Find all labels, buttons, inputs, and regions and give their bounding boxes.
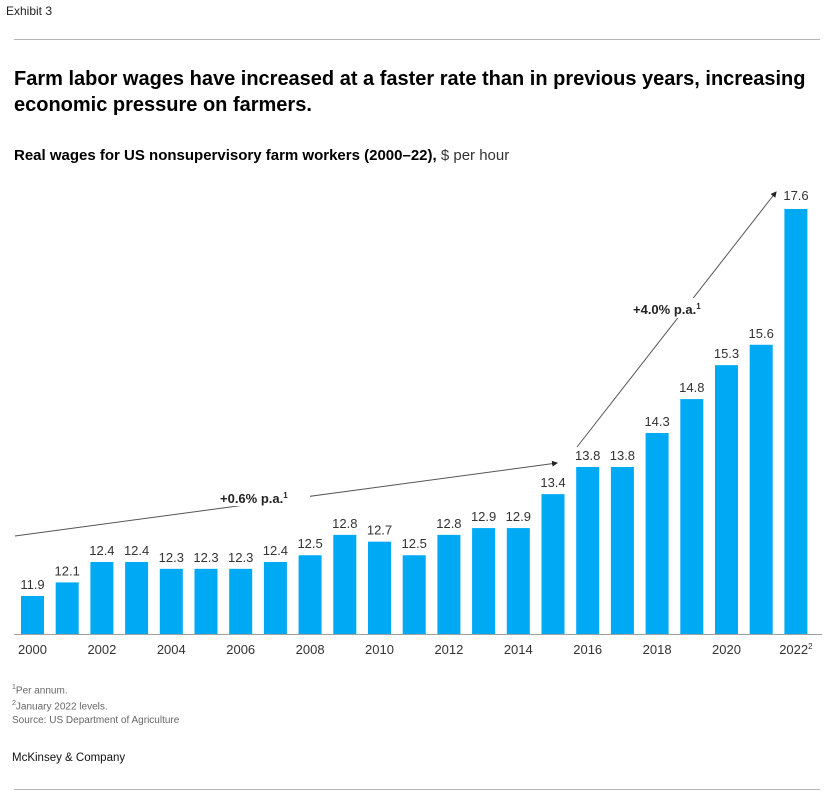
trend-arrow-2016-2022 xyxy=(576,191,777,448)
bar-2022 xyxy=(784,209,808,634)
x-tick-2014: 2014 xyxy=(504,642,533,657)
bar-2004 xyxy=(159,568,183,634)
value-label-2018: 14.3 xyxy=(644,414,669,429)
footnote-1: 1Per annum. xyxy=(12,684,68,697)
value-label-2005: 12.3 xyxy=(193,550,218,565)
value-label-2002: 12.4 xyxy=(89,543,114,558)
bar-2005 xyxy=(194,568,218,634)
value-label-2004: 12.3 xyxy=(159,550,184,565)
trend-label-bg-2 xyxy=(628,298,716,318)
brand-logo-text: McKinsey & Company xyxy=(12,752,126,764)
bar-2000 xyxy=(21,595,44,634)
value-label-2017: 13.8 xyxy=(610,448,635,463)
x-tick-2020: 2020 xyxy=(712,642,741,657)
headline: Farm labor wages have increased at a fas… xyxy=(14,68,806,116)
bar-2008 xyxy=(298,555,322,634)
chart-subtitle: Real wages for US nonsupervisory farm wo… xyxy=(14,147,509,164)
value-label-2016: 13.8 xyxy=(575,448,600,463)
value-label-2011: 12.5 xyxy=(402,536,427,551)
x-tick-2004: 2004 xyxy=(157,642,186,657)
bar-2012 xyxy=(437,534,461,634)
value-label-2019: 14.8 xyxy=(679,380,704,395)
bar-chart: 11.9 12.1 12.4 12.4 12.3 12.3 12.3 12.4 12.5 12.8… xyxy=(14,188,822,657)
value-label-2014: 12.9 xyxy=(506,509,531,524)
x-tick-2016: 2016 xyxy=(573,642,602,657)
bar-2007 xyxy=(263,562,287,634)
bars-layer xyxy=(21,209,808,634)
bar-2002 xyxy=(90,562,114,634)
x-tick-2022: 20222 xyxy=(779,642,813,657)
bar-2021 xyxy=(749,344,773,634)
bar-2001 xyxy=(55,582,79,634)
x-tick-labels-layer: 2000 2002 2004 2006 2008 2010 2012 2014 2016 2018… xyxy=(18,642,813,657)
annotations-layer: +0.6% p.a.1 +4.0% p.a.1 xyxy=(14,191,777,537)
bar-2013 xyxy=(472,528,496,634)
bar-2006 xyxy=(229,568,253,634)
value-label-2008: 12.5 xyxy=(297,536,322,551)
x-tick-2000: 2000 xyxy=(18,642,47,657)
bar-2010 xyxy=(368,541,391,634)
value-label-2003: 12.4 xyxy=(124,543,149,558)
subtitle-main: Real wages for US nonsupervisory farm wo… xyxy=(14,147,437,164)
trend-label-1: +0.6% p.a.1 xyxy=(220,491,288,506)
value-label-2012: 12.8 xyxy=(436,516,461,531)
x-tick-2002: 2002 xyxy=(87,642,116,657)
trend-label-bg-1 xyxy=(214,486,310,506)
value-label-2010: 12.7 xyxy=(367,523,392,538)
footnotes: 1Per annum. 2January 2022 levels. Source… xyxy=(12,681,179,727)
value-label-2015: 13.4 xyxy=(540,475,565,490)
value-label-2007: 12.4 xyxy=(263,543,288,558)
trend-label-2: +4.0% p.a.1 xyxy=(633,302,701,317)
x-tick-2008: 2008 xyxy=(296,642,325,657)
bar-2003 xyxy=(125,562,149,634)
value-label-2009: 12.8 xyxy=(332,516,357,531)
x-tick-2012: 2012 xyxy=(434,642,463,657)
x-tick-2018: 2018 xyxy=(643,642,672,657)
bar-2017 xyxy=(610,466,634,634)
bar-2020 xyxy=(715,365,738,634)
value-label-2021: 15.6 xyxy=(749,326,774,341)
footnote-2: 2January 2022 levels. xyxy=(12,700,108,713)
bar-2018 xyxy=(645,433,669,634)
value-label-2006: 12.3 xyxy=(228,550,253,565)
exhibit-label: Exhibit 3 xyxy=(6,4,53,18)
value-label-2020: 15.3 xyxy=(714,346,739,361)
bar-2019 xyxy=(680,399,704,634)
x-tick-2006: 2006 xyxy=(226,642,255,657)
bottom-divider xyxy=(14,789,820,790)
x-tick-2010: 2010 xyxy=(365,642,394,657)
value-labels-layer: 11.9 12.1 12.4 12.4 12.3 12.3 12.3 12.4 12.5 12.8… xyxy=(20,188,808,592)
source-note: Source: US Department of Agriculture xyxy=(12,714,180,726)
value-label-2022: 17.6 xyxy=(783,188,808,203)
value-label-2000: 11.9 xyxy=(20,577,44,592)
value-label-2013: 12.9 xyxy=(471,509,496,524)
bar-2016 xyxy=(576,466,600,634)
top-divider xyxy=(14,39,820,40)
bar-2015 xyxy=(541,494,565,634)
bar-2014 xyxy=(506,528,530,634)
subtitle-unit: $ per hour xyxy=(436,147,510,164)
bar-2009 xyxy=(333,534,357,634)
value-label-2001: 12.1 xyxy=(55,563,80,578)
bar-2011 xyxy=(402,555,426,634)
